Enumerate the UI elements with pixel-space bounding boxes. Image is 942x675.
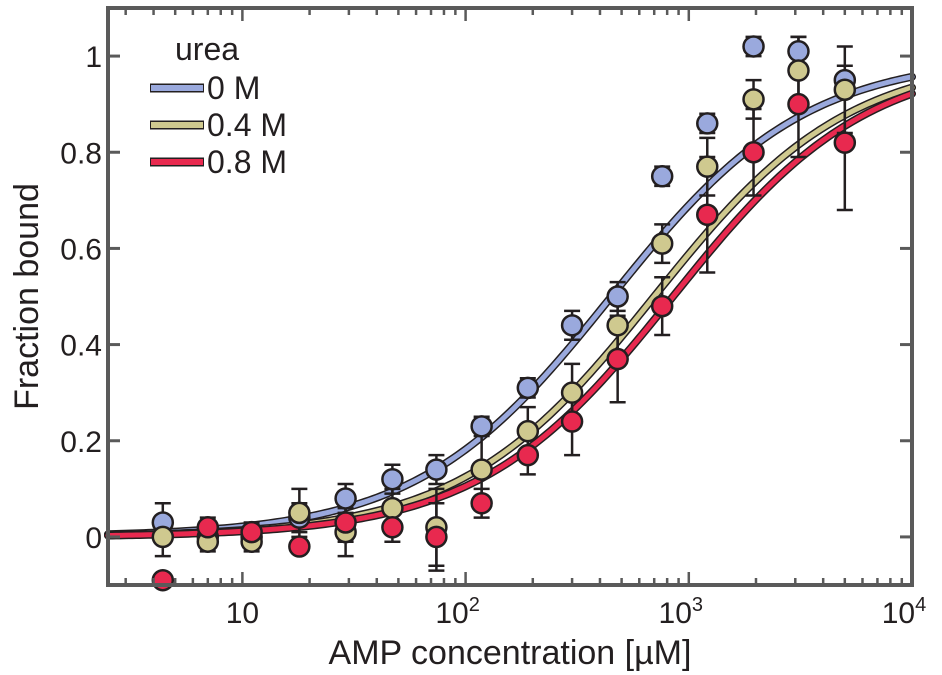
data-point bbox=[516, 419, 540, 443]
y-axis-title: Fraction bound bbox=[8, 183, 46, 410]
legend-label: 0.4 M bbox=[207, 107, 287, 143]
x-tick-label: 102 bbox=[435, 594, 480, 630]
data-point bbox=[560, 314, 584, 337]
data-point bbox=[288, 535, 311, 558]
data-point bbox=[470, 492, 493, 515]
x-tick-base: 10 bbox=[435, 597, 468, 630]
legend: urea 0 M0.4 M0.8 M bbox=[150, 31, 287, 180]
data-point bbox=[787, 59, 810, 82]
data-point bbox=[470, 458, 493, 481]
x-tick-label: 104 bbox=[882, 594, 927, 630]
data-point bbox=[381, 496, 404, 520]
x-tick-base: 10 bbox=[882, 597, 915, 630]
data-point bbox=[381, 467, 404, 491]
x-tick-exponent: 4 bbox=[915, 594, 926, 616]
data-point bbox=[606, 285, 629, 308]
x-tick-exponent: 2 bbox=[469, 594, 480, 616]
data-point bbox=[742, 88, 765, 111]
data-point bbox=[833, 78, 857, 101]
data-point bbox=[696, 112, 719, 135]
y-tick-label: 0.6 bbox=[60, 233, 102, 266]
y-tick-label: 0.2 bbox=[60, 426, 102, 459]
data-point bbox=[787, 92, 810, 116]
data-point bbox=[240, 520, 263, 544]
x-tick-label: 10 bbox=[226, 597, 259, 630]
data-point bbox=[516, 443, 540, 467]
data-point bbox=[606, 347, 629, 371]
y-tick-label: 0.8 bbox=[60, 137, 102, 170]
data-point bbox=[196, 516, 220, 539]
data-point bbox=[696, 155, 719, 178]
data-point bbox=[425, 525, 448, 549]
data-point bbox=[516, 376, 540, 400]
y-tick-label: 0.4 bbox=[60, 330, 102, 363]
data-point bbox=[334, 487, 357, 510]
legend-label: 0.8 M bbox=[207, 144, 287, 180]
data-point bbox=[650, 232, 674, 255]
data-point bbox=[288, 501, 311, 525]
legend-title: urea bbox=[175, 31, 239, 67]
y-tick-label: 1 bbox=[85, 41, 102, 74]
y-tick-label: 0 bbox=[85, 522, 102, 555]
x-tick-exponent: 3 bbox=[692, 594, 703, 616]
data-point bbox=[334, 511, 357, 534]
axis-ticks bbox=[108, 8, 914, 585]
data-point bbox=[650, 165, 674, 188]
data-point bbox=[381, 516, 404, 539]
data-point bbox=[606, 314, 629, 337]
x-tick-base: 10 bbox=[226, 597, 259, 630]
data-point bbox=[650, 294, 674, 318]
data-point bbox=[560, 381, 584, 404]
data-point bbox=[742, 141, 765, 164]
data-point bbox=[742, 35, 765, 58]
data-point bbox=[425, 458, 448, 481]
data-point bbox=[470, 415, 493, 438]
data-point bbox=[833, 131, 857, 154]
data-point bbox=[696, 203, 719, 227]
x-tick-label: 103 bbox=[659, 594, 704, 630]
x-axis-title: AMP concentration [µM] bbox=[329, 634, 692, 672]
data-point bbox=[560, 410, 584, 433]
legend-label: 0 M bbox=[207, 70, 260, 106]
data-point bbox=[787, 40, 810, 63]
x-tick-base: 10 bbox=[659, 597, 692, 630]
data-point bbox=[151, 568, 175, 592]
data-point bbox=[151, 525, 175, 549]
plot-frame bbox=[106, 6, 914, 587]
